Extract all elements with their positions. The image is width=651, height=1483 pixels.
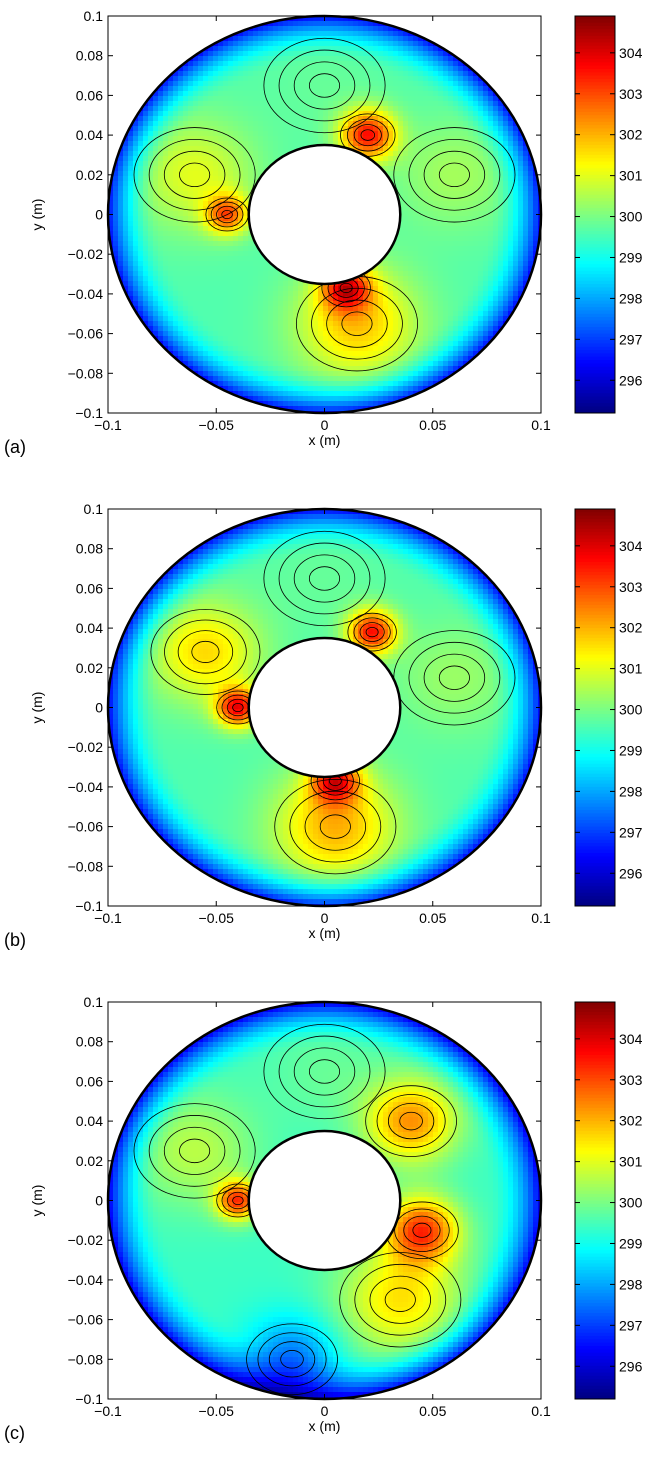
- x-tick-label: 0.1: [531, 1403, 551, 1419]
- y-tick-label: 0: [95, 700, 103, 716]
- y-tick-label: −0.06: [68, 1312, 104, 1328]
- y-tick-label: 0.08: [76, 541, 103, 557]
- colorbar: 296 297 298 299 300 301 302 303 304: [575, 16, 643, 414]
- y-tick-label: −0.04: [68, 779, 104, 795]
- y-tick-label: −0.06: [68, 819, 104, 835]
- colorbar-tick-label: 300: [619, 702, 643, 718]
- x-tick-label: 0.1: [531, 910, 551, 926]
- y-axis-label: y (m): [29, 692, 45, 724]
- panel-label: (a): [4, 437, 26, 457]
- panel-label: (c): [4, 1423, 25, 1443]
- colorbar-tick-label: 300: [619, 1195, 643, 1211]
- y-tick-label: 0.1: [84, 501, 104, 517]
- colorbar-tick-label: 300: [619, 209, 643, 225]
- colorbar-tick-label: 299: [619, 1235, 643, 1251]
- colorbar-tick-label: 303: [619, 579, 643, 595]
- colorbar-tick-label: 298: [619, 1276, 643, 1292]
- panel-label: (b): [4, 930, 26, 950]
- x-tick-label: 0: [321, 417, 329, 433]
- colorbar-tick-label: 302: [619, 127, 643, 143]
- x-tick-label: −0.05: [199, 417, 235, 433]
- colorbar-tick-label: 303: [619, 1072, 643, 1088]
- y-tick-label: −0.08: [68, 858, 104, 874]
- colorbar-tick-label: 296: [619, 865, 643, 881]
- y-tick-label: 0.02: [76, 167, 103, 183]
- x-axis-label: x (m): [309, 1418, 341, 1434]
- colorbar-tick-label: 297: [619, 331, 643, 347]
- colorbar-tick-label: 297: [619, 824, 643, 840]
- colorbar-tick-label: 303: [619, 86, 643, 102]
- colorbar-tick-label: 298: [619, 290, 643, 306]
- colorbar-tick-label: 302: [619, 1113, 643, 1129]
- y-tick-label: 0.04: [76, 127, 103, 143]
- x-tick-label: 0.05: [419, 1403, 446, 1419]
- y-axis-label: y (m): [29, 1185, 45, 1217]
- colorbar-tick-label: 299: [619, 742, 643, 758]
- y-tick-label: 0.06: [76, 580, 103, 596]
- y-tick-label: −0.1: [75, 1391, 103, 1407]
- colorbar-tick-label: 299: [619, 249, 643, 265]
- x-axis-label: x (m): [309, 432, 341, 448]
- y-tick-label: 0.04: [76, 620, 103, 636]
- x-tick-label: 0: [321, 1403, 329, 1419]
- y-tick-label: −0.02: [68, 1232, 104, 1248]
- colorbar-tick-label: 301: [619, 661, 643, 677]
- colorbar-tick-label: 296: [619, 372, 643, 388]
- y-tick-label: −0.04: [68, 1272, 104, 1288]
- inner-cylinder: [249, 145, 401, 284]
- y-tick-label: 0.08: [76, 1034, 103, 1050]
- x-tick-label: 0.1: [531, 417, 551, 433]
- y-axis-label: y (m): [29, 199, 45, 231]
- x-tick-label: 0: [321, 910, 329, 926]
- y-tick-label: 0.1: [84, 8, 104, 24]
- colorbar-tick-label: 298: [619, 783, 643, 799]
- colorbar-tick-label: 297: [619, 1317, 643, 1333]
- y-tick-label: −0.08: [68, 365, 104, 381]
- colorbar-tick-label: 302: [619, 620, 643, 636]
- y-tick-label: −0.02: [68, 246, 104, 262]
- colorbar-tick-label: 304: [619, 1031, 643, 1047]
- y-tick-label: −0.04: [68, 286, 104, 302]
- x-tick-label: −0.05: [199, 1403, 235, 1419]
- x-tick-label: −0.05: [199, 910, 235, 926]
- y-tick-label: −0.1: [75, 898, 103, 914]
- x-axis-label: x (m): [309, 925, 341, 941]
- colorbar-tick-label: 304: [619, 538, 643, 554]
- y-tick-label: 0.06: [76, 1073, 103, 1089]
- colorbar-tick-label: 304: [619, 45, 643, 61]
- y-tick-label: 0: [95, 207, 103, 223]
- y-tick-label: 0.04: [76, 1113, 103, 1129]
- colorbar: 296 297 298 299 300 301 302 303 304: [575, 509, 643, 907]
- y-tick-label: 0: [95, 1193, 103, 1209]
- y-tick-label: −0.1: [75, 405, 103, 421]
- y-tick-label: 0.02: [76, 1153, 103, 1169]
- colorbar-tick-label: 296: [619, 1358, 643, 1374]
- y-tick-label: 0.02: [76, 660, 103, 676]
- colorbar-tick-label: 301: [619, 1154, 643, 1170]
- y-tick-label: −0.08: [68, 1351, 104, 1367]
- y-tick-label: 0.1: [84, 994, 104, 1010]
- colorbar-tick-label: 301: [619, 168, 643, 184]
- colorbar: 296 297 298 299 300 301 302 303 304: [575, 1002, 643, 1400]
- x-tick-label: 0.05: [419, 910, 446, 926]
- inner-cylinder: [249, 1131, 401, 1270]
- inner-cylinder: [249, 638, 401, 777]
- y-tick-label: 0.08: [76, 48, 103, 64]
- y-tick-label: 0.06: [76, 87, 103, 103]
- y-tick-label: −0.06: [68, 326, 104, 342]
- y-tick-label: −0.02: [68, 739, 104, 755]
- x-tick-label: 0.05: [419, 417, 446, 433]
